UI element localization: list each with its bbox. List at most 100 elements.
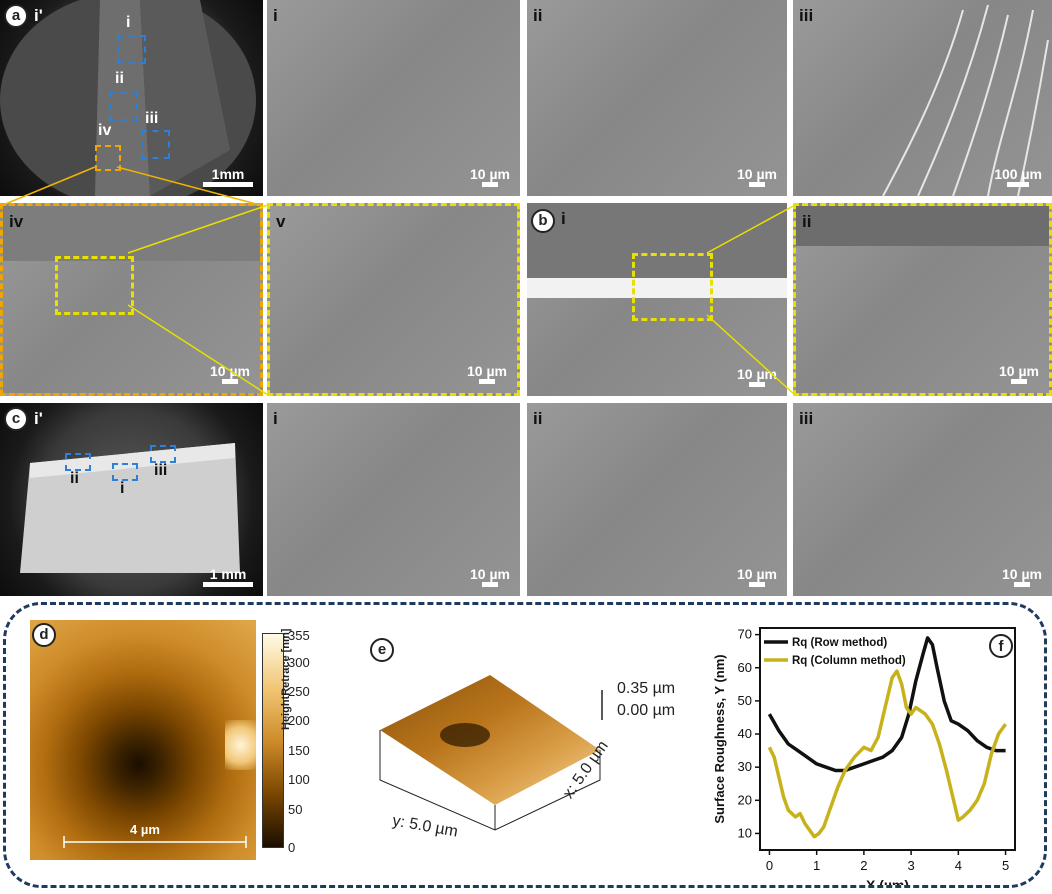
afm-height-map <box>30 620 256 860</box>
z-axis-top-label: 0.35 µm <box>617 680 676 697</box>
scale-bar: 10 µm <box>737 166 777 188</box>
plot-frame <box>759 627 1016 851</box>
roi-ii <box>109 92 138 121</box>
afm-group-box <box>3 602 1047 888</box>
roi-iii <box>141 130 170 159</box>
colorbar-tick: 300 <box>288 655 310 670</box>
overview-label: i' <box>34 409 43 428</box>
y-tick-label: 10 <box>738 825 752 840</box>
sample-overview-graphic <box>0 0 256 196</box>
series-line-row-method <box>767 636 1006 773</box>
roi-i <box>117 35 146 64</box>
afm-scale-bar <box>63 836 247 848</box>
colorbar-tick: 200 <box>288 713 310 728</box>
roi-c-ii <box>65 453 91 471</box>
sem-tile-c-iii: iii 10 µm <box>793 403 1052 596</box>
x-tick-label: 4 <box>955 858 962 873</box>
afm-bright-spot <box>225 720 256 770</box>
legend-label: Rq (Row method) <box>792 637 887 649</box>
gap-region <box>527 278 787 298</box>
y-tick-label: 50 <box>738 693 752 708</box>
sem-overview-c: c i' ii i iii 1 mm <box>0 403 263 596</box>
afm-scale-label: 4 µm <box>130 822 160 837</box>
roi-label-c-i: i <box>120 480 125 497</box>
series-line-column-method <box>767 669 1008 839</box>
panel-letter-f-circle <box>989 634 1013 658</box>
panel-letter-e: e <box>370 638 394 662</box>
x-tick-label: 2 <box>860 858 867 873</box>
sem-tile-c-ii: ii 10 µm <box>527 403 787 596</box>
y-tick-label: 30 <box>738 759 752 774</box>
overview-label: i' <box>34 6 43 25</box>
tile-label: ii <box>533 6 543 25</box>
roi-label-i: i <box>126 14 131 31</box>
sem-tile-a-i: i 10 µm <box>267 0 520 196</box>
scale-bar: 1 mm <box>203 566 253 588</box>
x-axis-label: X (µm) <box>866 877 909 885</box>
panel-letter-a: a <box>4 4 28 28</box>
panel-letter-c: c <box>4 407 28 431</box>
z-axis-bottom-label: 0.00 µm <box>617 702 676 719</box>
roi-label-c-ii: ii <box>70 470 79 487</box>
y-tick-label: 20 <box>738 792 752 807</box>
sem-tile-c-i: i 10 µm <box>267 403 520 596</box>
sem-tile-a-iii: iii 100 µm <box>793 0 1052 196</box>
afm-3d-surface <box>379 675 603 831</box>
roi-b-ii <box>632 253 713 321</box>
sem-tile-v: v 10 µm <box>267 203 520 396</box>
tile-label: iv <box>9 212 24 231</box>
roi-label-iv: iv <box>98 122 112 139</box>
tile-label: ii <box>533 409 543 428</box>
sem-tile-iv: iv 10 µm <box>0 203 263 396</box>
roi-label-ii: ii <box>115 70 124 87</box>
y-tick-label: 70 <box>738 627 752 642</box>
colorbar-tick: 50 <box>288 802 303 817</box>
tile-label: i <box>273 409 278 428</box>
roi-iv <box>95 145 121 171</box>
scale-bar: 10 µm <box>470 566 510 588</box>
scale-bar: 100 µm <box>994 166 1042 188</box>
x-tick-label: 1 <box>813 858 820 873</box>
scale-bar: 10 µm <box>1002 566 1042 588</box>
scale-bar: 10 µm <box>999 363 1039 385</box>
tile-label: v <box>276 212 286 231</box>
colorbar-ticks: 355 300 250 200 150 100 50 0 <box>288 628 328 855</box>
x-tick-label: 0 <box>766 858 773 873</box>
substrate-region <box>796 206 1049 246</box>
scale-bar: 10 µm <box>470 166 510 188</box>
x-tick-label: 3 <box>907 858 914 873</box>
roughness-chart: 0 1 2 3 4 5 10 20 30 40 50 60 70 X (µm) Surface Roughn… <box>712 627 1016 885</box>
x-tick-label: 5 <box>1002 858 1009 873</box>
colorbar-tick: 355 <box>288 628 310 643</box>
tile-label: iii <box>799 6 814 25</box>
scale-bar: 10 µm <box>210 363 250 385</box>
roi-label-iii: iii <box>145 110 159 127</box>
panel-letter-f: f <box>999 638 1005 655</box>
colorbar-tick: 150 <box>288 743 310 758</box>
panel-letter-d: d <box>32 623 56 647</box>
roi-label-c-iii: iii <box>154 462 168 479</box>
legend-label: Rq (Column method) <box>792 655 906 667</box>
y-axis-label: Surface Roughness, Y (nm) <box>712 654 727 823</box>
y-tick-label: 40 <box>738 726 752 741</box>
crack-lines <box>882 4 1049 196</box>
sem-tile-b-i: b i 10 µm <box>527 203 787 396</box>
roi-c-i <box>112 463 138 481</box>
substrate-region <box>3 206 260 261</box>
tile-label: i <box>561 209 566 228</box>
scale-bar: 10 µm <box>467 363 507 385</box>
scale-bar: 10 µm <box>737 566 777 588</box>
colorbar-label: HeightRetrace [nm] <box>280 628 292 730</box>
colorbar-tick: 250 <box>288 684 310 699</box>
tile-label: ii <box>802 212 812 231</box>
colorbar <box>262 633 284 848</box>
sem-overview-a: a i' i ii iii iv 1mm <box>0 0 263 196</box>
colorbar-tick: 0 <box>288 840 296 855</box>
y-tick-label: 60 <box>738 660 752 675</box>
sem-tile-a-ii: ii 10 µm <box>527 0 787 196</box>
tile-label: iii <box>799 409 814 428</box>
scale-bar: 1mm <box>203 166 253 188</box>
roi-c-iii <box>150 445 176 463</box>
roi-v <box>55 256 134 315</box>
panel-letter-b: b <box>531 209 555 233</box>
